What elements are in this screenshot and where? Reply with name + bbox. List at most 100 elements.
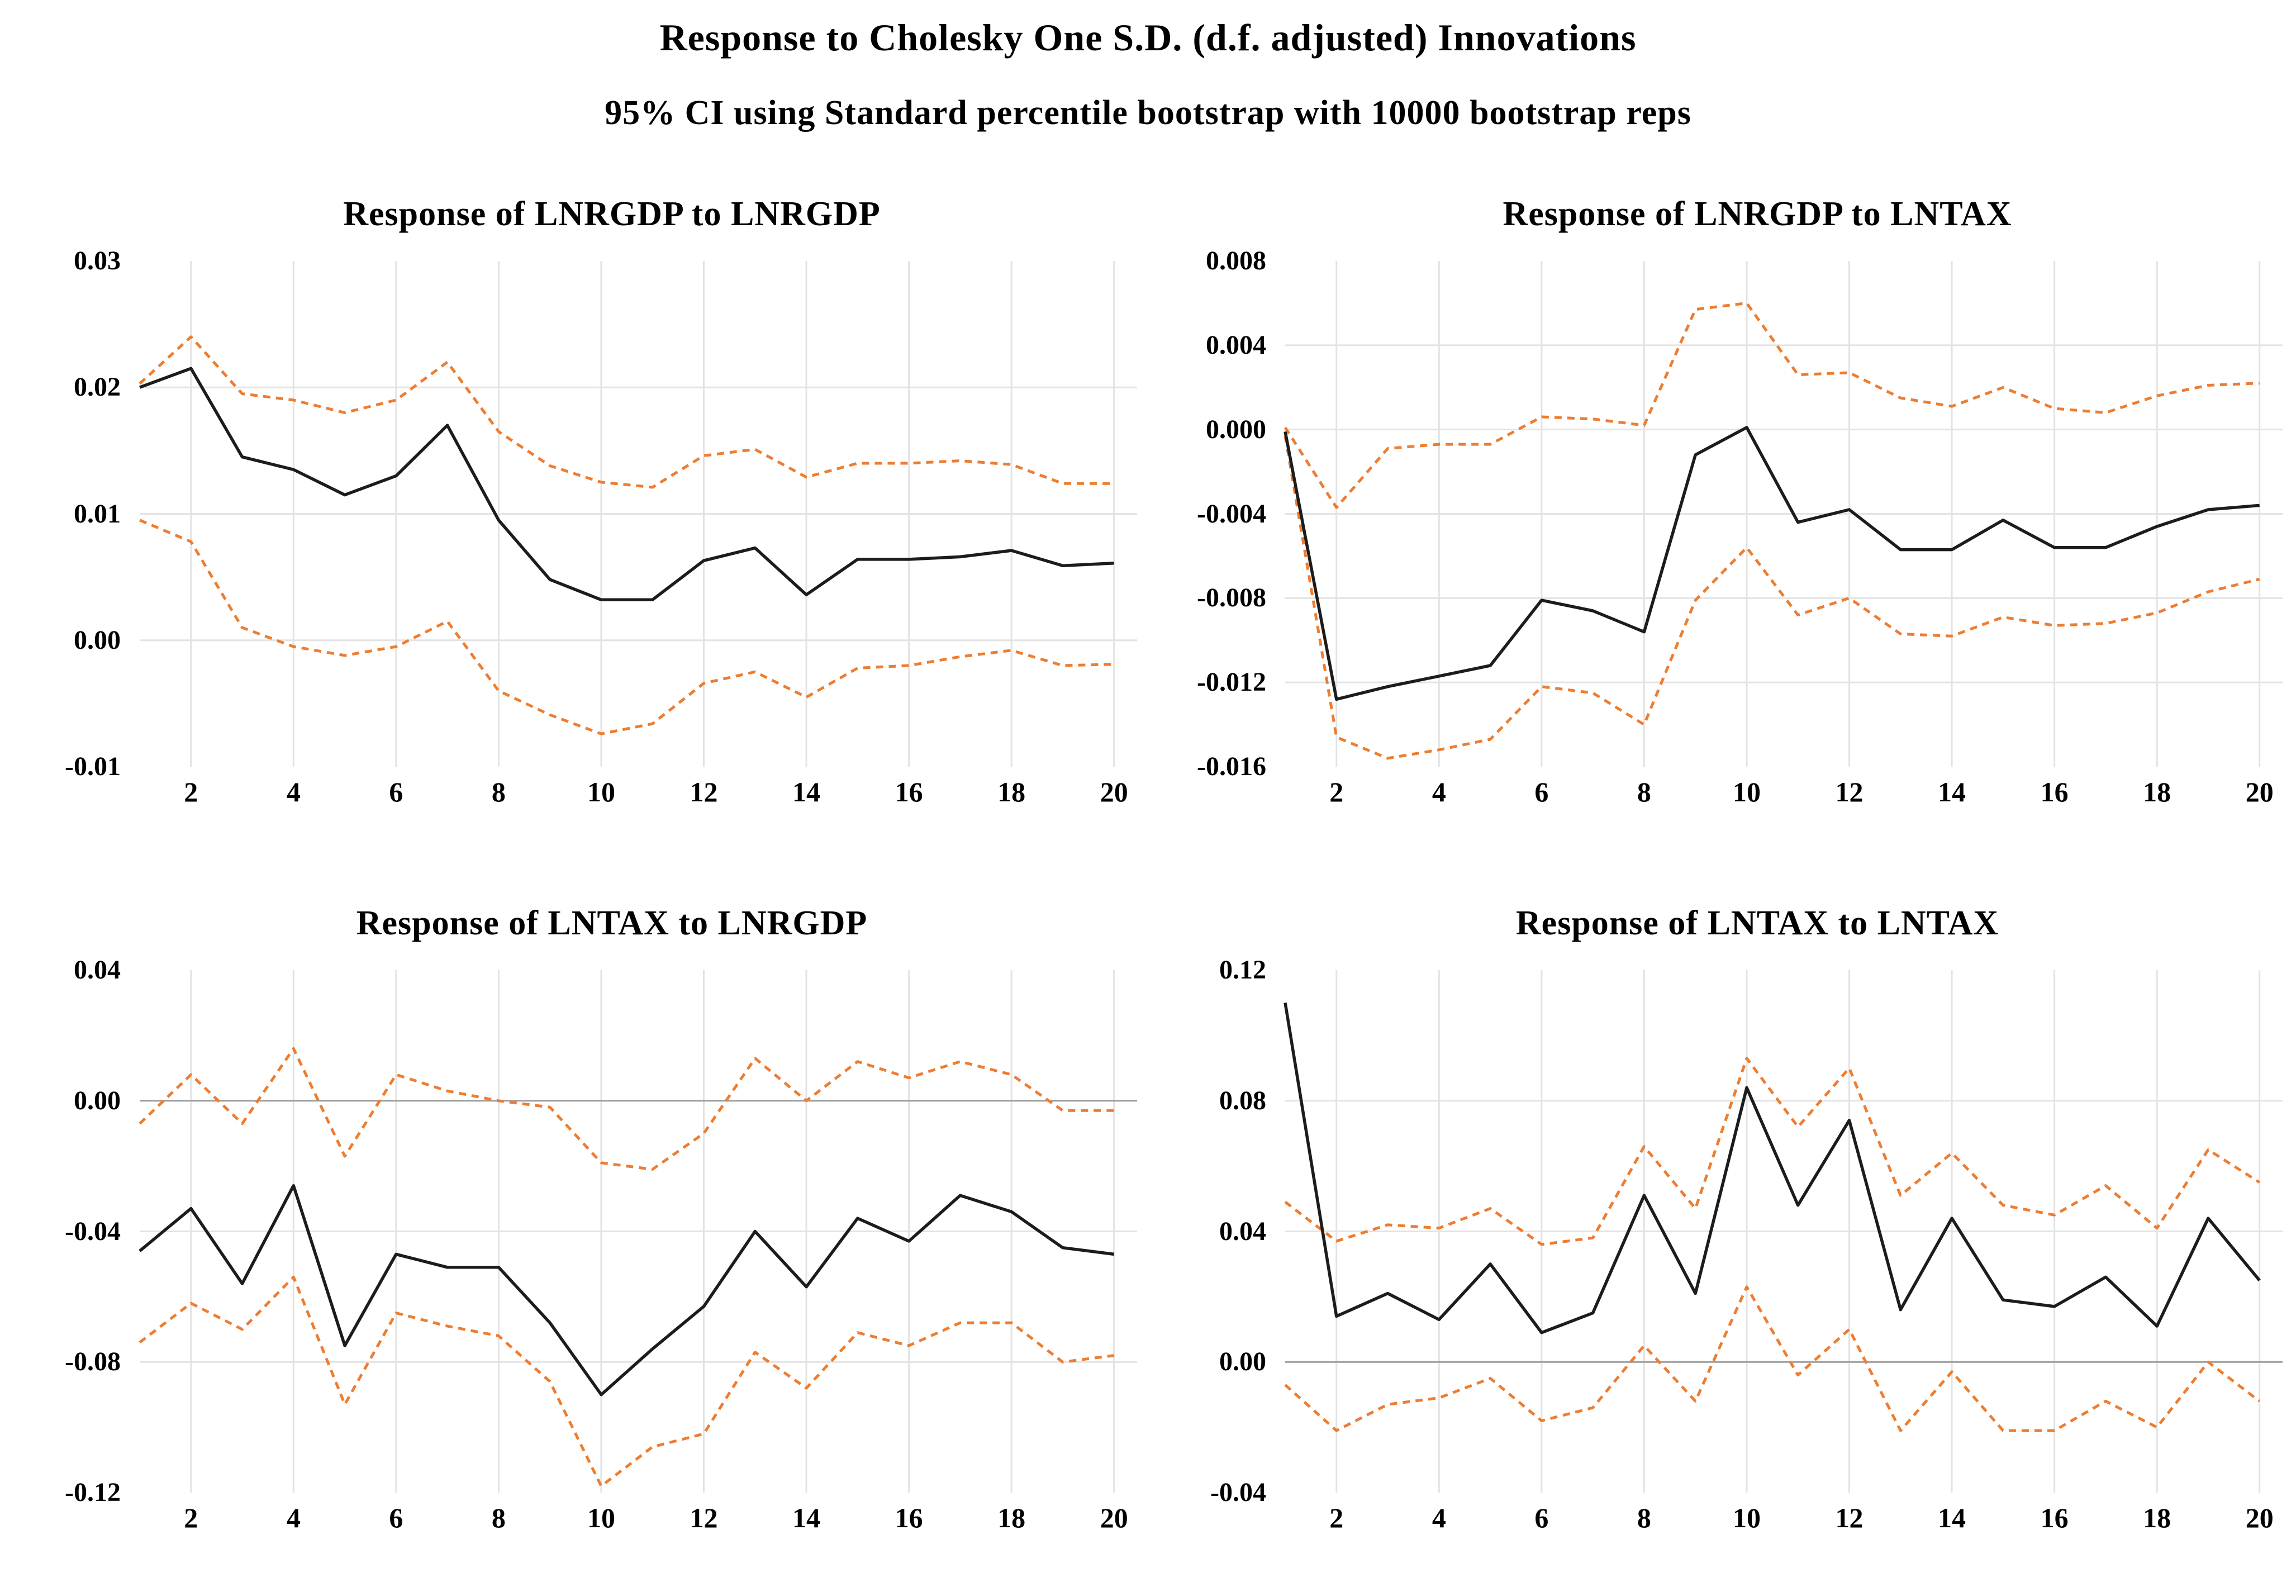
chart-body: 0.12 0.08 0.04 0.00 -0.04 (1159, 957, 2283, 1506)
chart-response-of-lnrgdp-to-lnrgdp: Response of LNRGDP to LNRGDP 0.03 0.02 0.0… (14, 194, 1137, 820)
x-tick-label: 12 (690, 776, 718, 808)
x-tick-label: 18 (997, 776, 1026, 808)
response-line (139, 1184, 1115, 1396)
y-tick-label: -0.01 (65, 752, 121, 781)
chart-body: 0.008 0.004 0.000 -0.004 -0.008 -0.012 -0.016 (1159, 248, 2283, 780)
x-tick-label: 10 (587, 1502, 615, 1533)
lower-ci-line (139, 1275, 1115, 1488)
y-tick-label: -0.016 (1197, 752, 1266, 781)
irf-chart-grid: Response of LNRGDP to LNRGDP 0.03 0.02 0.0… (0, 133, 2296, 1546)
x-tick-label: 8 (491, 1502, 506, 1533)
x-tick-label: 2 (1329, 1502, 1344, 1533)
y-axis: 0.008 0.004 0.000 -0.004 -0.008 -0.012 -0.016 (1159, 248, 1285, 780)
chart-response-of-lnrgdp-to-lntax: Response of LNRGDP to LNTAX 0.008 0.004 0.… (1159, 194, 2283, 820)
y-tick-label: 0.08 (1219, 1085, 1266, 1115)
chart-response-of-lntax-to-lntax: Response of LNTAX to LNTAX 0.12 0.08 0.04 0… (1159, 904, 2283, 1546)
x-axis: 2 4 6 8 10 12 14 16 18 20 (1285, 767, 2283, 820)
plot-area (139, 970, 1137, 1493)
y-tick-label: 0.000 (1206, 414, 1266, 444)
y-tick-label: 0.004 (1206, 330, 1266, 360)
y-tick-label: 0.008 (1206, 246, 1266, 276)
x-tick-label: 10 (1732, 1502, 1761, 1533)
y-tick-label: 0.01 (74, 498, 121, 529)
y-tick-label: 0.04 (74, 955, 121, 985)
lower-ci-line (1284, 435, 2260, 760)
plot (1284, 970, 2283, 1493)
plot (1284, 261, 2283, 767)
x-tick-label: 4 (286, 776, 301, 808)
y-tick-label: 0.03 (74, 246, 121, 276)
response-line (1284, 426, 2260, 701)
x-tick-label: 18 (2143, 776, 2171, 808)
x-tick-label: 18 (2143, 1502, 2171, 1533)
x-tick-label: 6 (389, 776, 403, 808)
chart-title: Response of LNRGDP to LNTAX (1503, 195, 2012, 233)
y-tick-label: -0.08 (65, 1347, 121, 1377)
x-tick-label: 16 (2040, 1502, 2069, 1533)
y-tick-label: 0.02 (74, 372, 121, 402)
y-axis: 0.03 0.02 0.01 0.00 -0.01 (14, 248, 140, 780)
x-tick-label: 4 (1432, 776, 1446, 808)
chart-title: Response of LNTAX to LNTAX (1515, 904, 1999, 942)
x-tick-label: 10 (587, 776, 615, 808)
x-tick-label: 8 (1637, 776, 1651, 808)
x-axis: 2 4 6 8 10 12 14 16 18 20 (1285, 1493, 2283, 1546)
chart-response-of-lntax-to-lnrgdp: Response of LNTAX to LNRGDP 0.04 0.00 -0.0… (14, 904, 1137, 1546)
upper-ci-line (1284, 301, 2260, 509)
lower-ci-line (1284, 1285, 2261, 1432)
response-line (1284, 1002, 2261, 1334)
y-tick-label: -0.004 (1197, 498, 1266, 529)
y-tick-label: -0.008 (1197, 583, 1266, 613)
upper-ci-line (139, 1047, 1114, 1171)
y-tick-label: 0.00 (74, 625, 121, 655)
plot-area (1284, 261, 2283, 767)
y-tick-label: 0.00 (74, 1085, 121, 1115)
y-tick-label: 0.04 (1219, 1216, 1266, 1246)
x-tick-label: 16 (895, 776, 923, 808)
y-tick-label: -0.012 (1197, 667, 1266, 697)
x-tick-label: 16 (2040, 776, 2069, 808)
x-tick-label: 4 (1432, 1502, 1446, 1533)
x-tick-label: 20 (1100, 1502, 1128, 1533)
x-tick-label: 6 (1534, 776, 1549, 808)
y-tick-label: -0.04 (65, 1216, 121, 1246)
x-tick-label: 2 (1329, 776, 1344, 808)
x-axis: 2 4 6 8 10 12 14 16 18 20 (140, 1493, 1137, 1546)
x-tick-label: 8 (1637, 1502, 1651, 1533)
y-axis: 0.12 0.08 0.04 0.00 -0.04 (1159, 957, 1285, 1506)
x-tick-label: 12 (1835, 1502, 1864, 1533)
y-tick-label: -0.12 (65, 1478, 121, 1507)
x-tick-label: 20 (2245, 1502, 2274, 1533)
x-tick-label: 14 (1938, 1502, 1966, 1533)
x-tick-label: 12 (690, 1502, 718, 1533)
x-tick-label: 18 (997, 1502, 1026, 1533)
x-tick-label: 20 (1100, 776, 1128, 808)
x-tick-label: 14 (792, 1502, 821, 1533)
y-tick-label: 0.00 (1219, 1347, 1266, 1377)
response-line (139, 367, 1114, 602)
upper-ci-line (1284, 1057, 2261, 1246)
y-tick-label: 0.12 (1219, 955, 1266, 985)
y-axis: 0.04 0.00 -0.04 -0.08 -0.12 (14, 957, 140, 1506)
x-tick-label: 2 (184, 776, 198, 808)
x-axis: 2 4 6 8 10 12 14 16 18 20 (140, 767, 1137, 820)
x-tick-label: 10 (1732, 776, 1761, 808)
x-tick-label: 16 (895, 1502, 923, 1533)
upper-ci-line (139, 335, 1114, 489)
page-title: Response to Cholesky One S.D. (d.f. adju… (659, 16, 1637, 59)
x-tick-label: 6 (1534, 1502, 1549, 1533)
lower-ci-line (139, 519, 1114, 735)
y-tick-label: -0.04 (1210, 1478, 1266, 1507)
x-tick-label: 8 (491, 776, 506, 808)
plot-area (139, 261, 1137, 767)
chart-body: 0.04 0.00 -0.04 -0.08 -0.12 (14, 957, 1137, 1506)
x-tick-label: 14 (1938, 776, 1966, 808)
x-tick-label: 4 (286, 1502, 301, 1533)
plot-area (1284, 970, 2283, 1493)
chart-title: Response of LNRGDP to LNRGDP (343, 195, 881, 233)
chart-title: Response of LNTAX to LNRGDP (356, 904, 868, 942)
x-tick-label: 2 (184, 1502, 198, 1533)
plot (139, 261, 1137, 767)
plot (139, 970, 1137, 1493)
x-tick-label: 6 (389, 1502, 403, 1533)
